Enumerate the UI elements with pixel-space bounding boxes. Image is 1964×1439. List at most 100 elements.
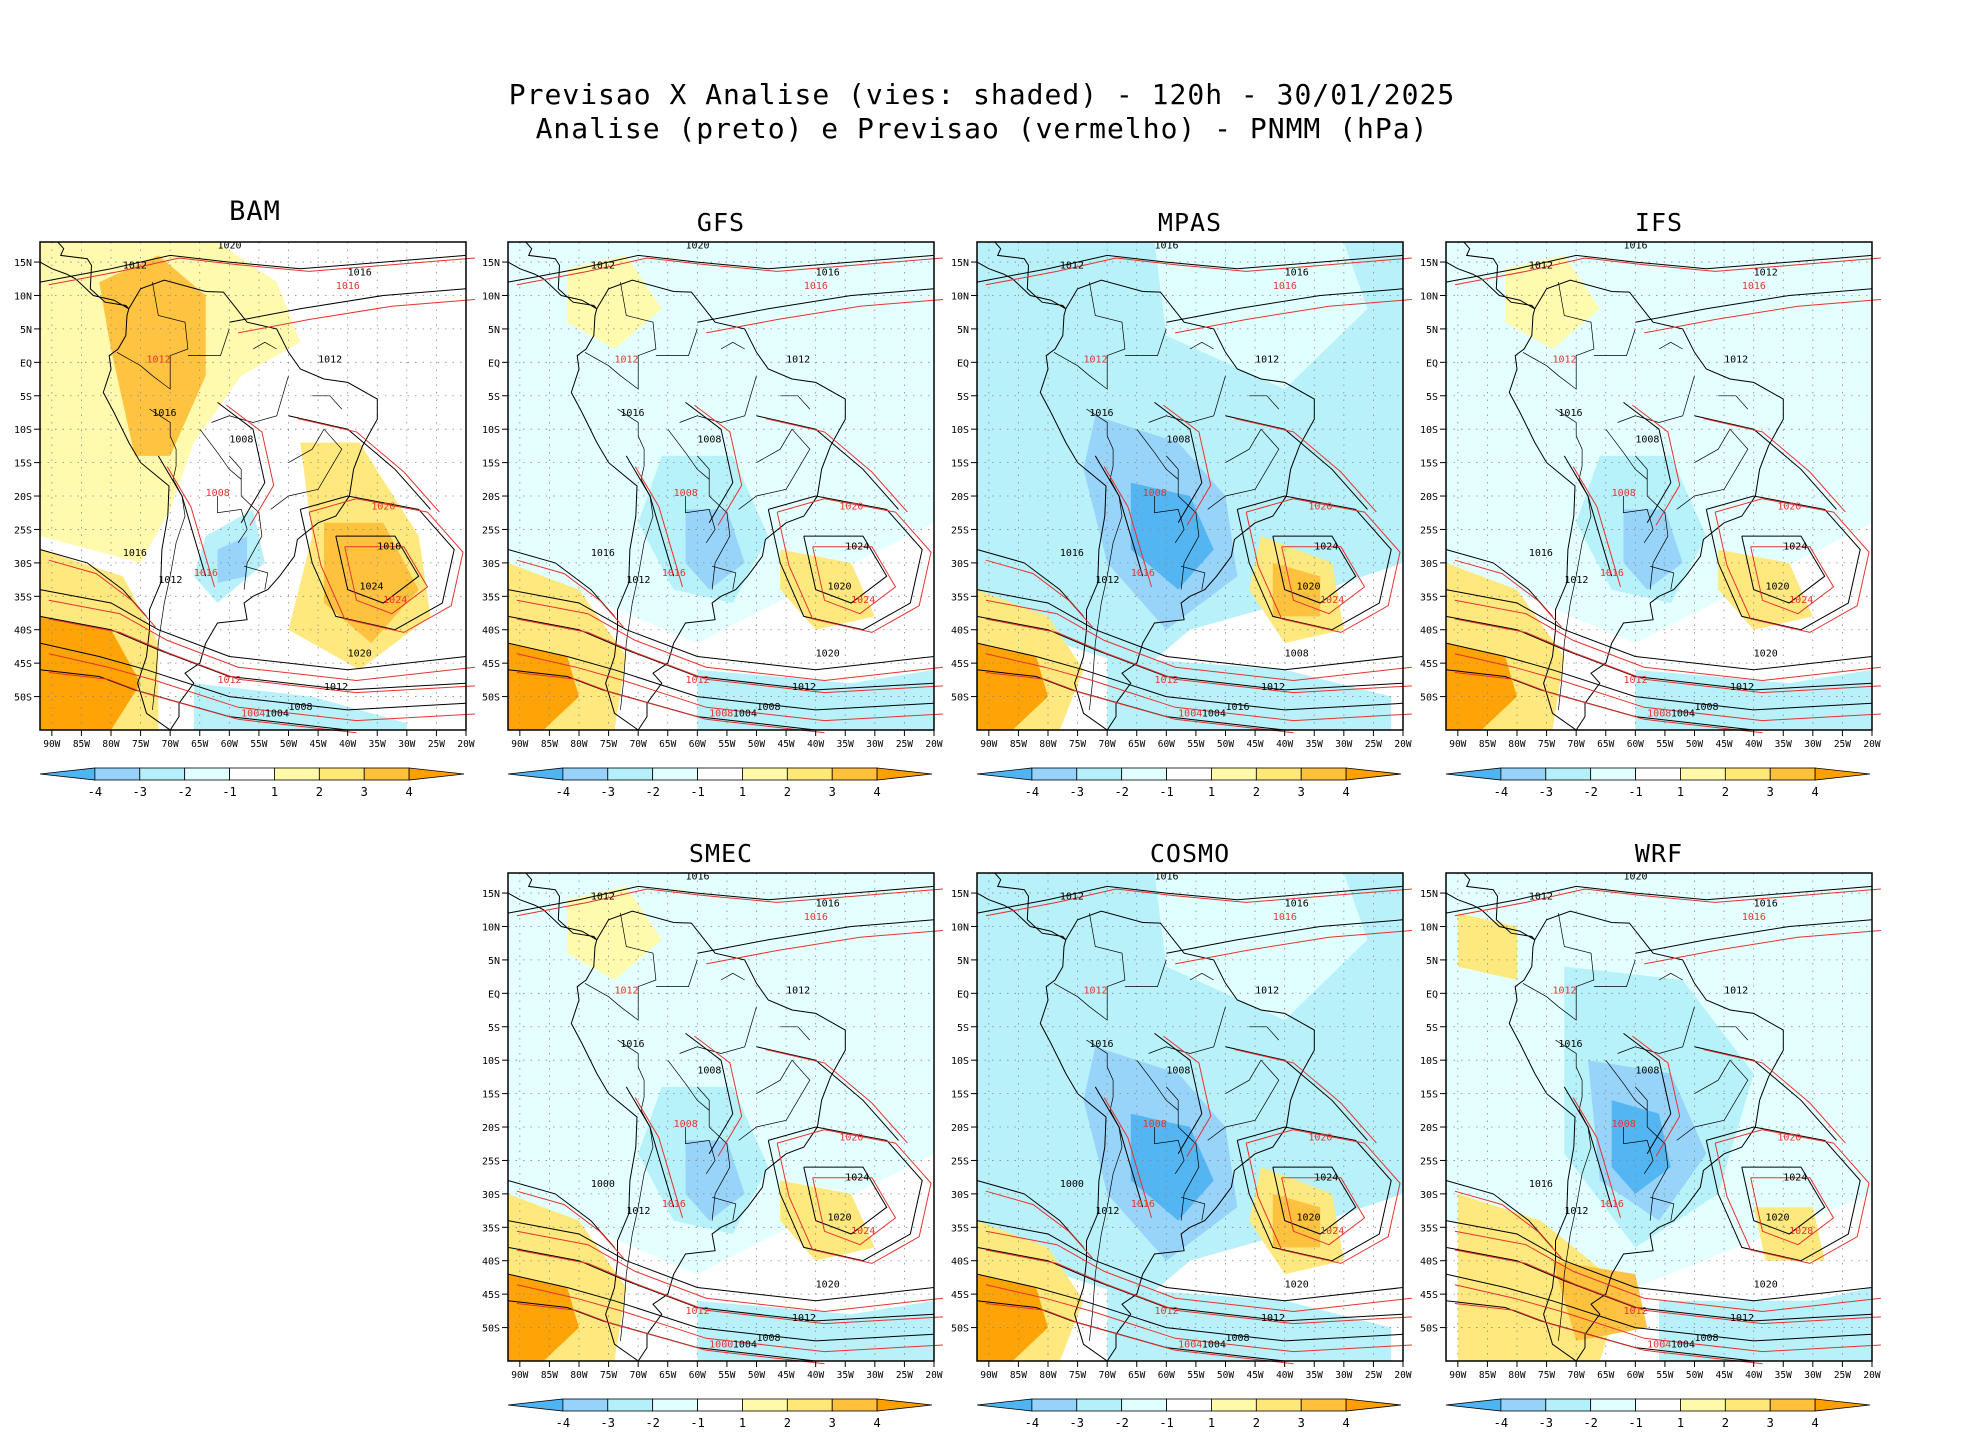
lat-tick-label: 35S <box>1420 592 1438 603</box>
forecast-isobar <box>812 1177 897 1246</box>
lat-tick-label: 50S <box>951 693 969 704</box>
lat-tick-label: 20S <box>482 1123 500 1134</box>
lon-tick-label: 60W <box>1158 739 1175 750</box>
lon-tick-label: 70W <box>630 1370 647 1381</box>
lon-tick-label: 35W <box>369 739 386 750</box>
analysis-isobar <box>288 415 431 510</box>
lon-tick-label: 45W <box>309 739 326 750</box>
lon-tick-label: 25W <box>1365 1370 1382 1381</box>
colorbar-label: -4 <box>556 1416 570 1430</box>
colorbar-segment <box>562 767 609 781</box>
forecast-isobar <box>48 618 475 694</box>
analysis-isobar-label: 1024 <box>1783 1173 1807 1184</box>
lon-tick-label: 40W <box>339 739 356 750</box>
lon-tick-label: 70W <box>1568 739 1585 750</box>
country-border <box>252 341 277 350</box>
forecast-isobar <box>985 1249 1412 1325</box>
lat-tick-label: 45S <box>482 659 500 670</box>
country-border <box>244 565 269 590</box>
analysis-isobar-label: 1012 <box>1095 575 1119 586</box>
country-border <box>1718 1026 1749 1041</box>
country-border <box>1249 1026 1280 1041</box>
lat-tick-label: 15N <box>482 258 500 269</box>
colorbar-label: 4 <box>405 785 412 799</box>
analysis-isobar <box>1272 535 1357 604</box>
forecast-isobar-label: 1012 <box>147 354 171 365</box>
analysis-isobar-label: 1012 <box>1724 354 1748 365</box>
lon-tick-label: 85W <box>73 739 90 750</box>
lat-tick-label: 25S <box>482 1156 500 1167</box>
panel-title-ifs: IFS <box>1634 208 1684 237</box>
colorbar-label: 2 <box>1722 785 1729 799</box>
colorbar-segment <box>1300 767 1347 781</box>
lon-tick-label: 55W <box>1187 739 1204 750</box>
map-frame <box>976 872 1404 1362</box>
lat-tick-label: 20S <box>1420 492 1438 503</box>
map-panel-wrf: 1020 1016 1012 1012 1008 1016 1024 1020 1020 1012… <box>1420 872 1881 1381</box>
lat-tick-label: 10N <box>482 291 500 302</box>
forecast-isobar-label: 1016 <box>662 1199 686 1210</box>
analysis-isobar-label: 1012 <box>1529 892 1553 903</box>
lon-tick-label: 60W <box>689 1370 706 1381</box>
analysis-isobar-label: 1016 <box>348 267 372 278</box>
forecast-isobar <box>48 257 475 286</box>
lon-tick-label: 80W <box>1039 739 1056 750</box>
country-border <box>1605 1059 1648 1111</box>
forecast-isobar <box>1175 930 1412 965</box>
lon-tick-label: 40W <box>1745 739 1762 750</box>
colorbar-segment <box>94 767 141 781</box>
analysis-isobar <box>507 254 935 283</box>
lon-tick-label: 35W <box>1775 1370 1792 1381</box>
lat-tick-label: 15S <box>482 459 500 470</box>
lon-tick-label: 30W <box>1804 1370 1821 1381</box>
forecast-isobar <box>765 418 908 513</box>
country-border <box>679 375 757 423</box>
forecast-isobar-label: 1016 <box>1600 1199 1624 1210</box>
analysis-isobar-label: 1012 <box>1255 354 1279 365</box>
forecast-isobar-label: 1020 <box>1777 1132 1801 1143</box>
bias-shading-area <box>1130 482 1214 590</box>
analysis-isobar-label: 1016 <box>1089 1039 1113 1050</box>
country-border <box>679 1006 757 1054</box>
country-border <box>1207 1059 1280 1141</box>
lat-tick-label: 20S <box>951 1123 969 1134</box>
lon-tick-label: 70W <box>630 739 647 750</box>
colorbar-label: -3 <box>133 785 147 799</box>
forecast-isobar <box>226 404 275 526</box>
analysis-isobar <box>507 1273 935 1342</box>
colorbar-segment <box>831 767 878 781</box>
country-border <box>667 428 710 480</box>
forecast-isobar-label: 1012 <box>1624 675 1648 686</box>
forecast-isobar-label: 1008 <box>1647 709 1671 720</box>
lon-tick-label: 55W <box>1656 1370 1673 1381</box>
colorbar-segment <box>274 767 320 781</box>
colorbar-segment <box>318 767 365 781</box>
forecast-isobar-label: 1012 <box>1155 675 1179 686</box>
colorbar-segment <box>976 1398 1033 1412</box>
forecast-isobar <box>1714 1129 1870 1264</box>
lat-tick-label: 25S <box>951 525 969 536</box>
colorbar-segment <box>1500 767 1547 781</box>
analysis-isobar <box>976 642 1404 711</box>
colorbar-segment <box>1500 1398 1547 1412</box>
country-border <box>229 455 263 590</box>
forecast-isobar <box>516 1249 943 1325</box>
analysis-isobar-label: 1012 <box>1095 1206 1119 1217</box>
analysis-isobar-label: 1000 <box>1060 1179 1084 1190</box>
colorbar-label: 2 <box>784 785 791 799</box>
lat-tick-label: 40S <box>951 626 969 637</box>
analysis-isobar <box>685 1033 734 1155</box>
colorbar-segment <box>1545 767 1592 781</box>
forecast-isobar <box>48 672 357 734</box>
analysis-isobar-label: 1024 <box>1783 542 1807 553</box>
lon-tick-label: 75W <box>600 1370 617 1381</box>
country-border <box>1658 341 1683 350</box>
analysis-isobar <box>507 1220 935 1302</box>
lat-tick-label: 15S <box>482 1090 500 1101</box>
lat-tick-label: EQ <box>957 358 969 369</box>
analysis-isobar-label: 1024 <box>845 1173 869 1184</box>
forecast-isobar <box>516 1303 825 1365</box>
lat-tick-label: 15S <box>1420 459 1438 470</box>
analysis-isobar-label: 1008 <box>289 702 313 713</box>
south-america-coastline <box>1508 279 1784 731</box>
